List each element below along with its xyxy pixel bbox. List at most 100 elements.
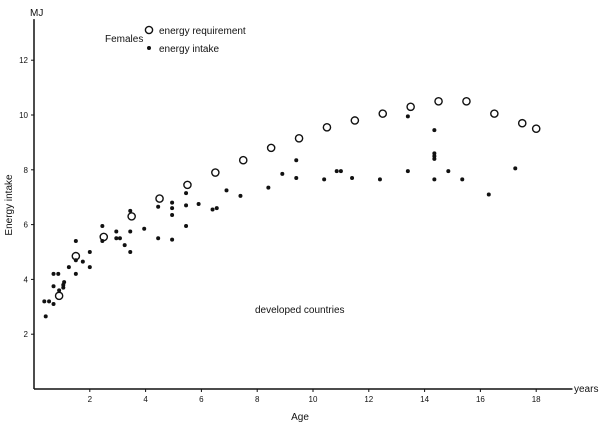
intake-point <box>80 259 85 264</box>
legend-marker-requirement <box>144 25 154 35</box>
intake-point <box>184 203 189 208</box>
requirement-point <box>266 143 276 153</box>
requirement-point <box>54 291 64 301</box>
y-tick-label: 6 <box>24 221 29 230</box>
intake-point <box>170 200 175 205</box>
x-tick-label: 10 <box>309 395 318 404</box>
intake-point <box>432 156 437 161</box>
intake-point <box>184 191 189 196</box>
intake-point <box>405 169 410 174</box>
requirement-point <box>406 102 415 112</box>
requirement-point <box>183 180 192 190</box>
requirement-point <box>127 212 136 221</box>
intake-point <box>210 207 215 212</box>
intake-point <box>43 314 48 319</box>
intake-point <box>334 169 339 174</box>
intake-point <box>128 250 133 254</box>
intake-point <box>432 151 437 156</box>
legend-title: Females <box>105 34 143 45</box>
intake-point <box>73 271 78 276</box>
intake-point <box>51 271 56 276</box>
intake-point <box>128 208 133 213</box>
intake-point <box>142 226 147 231</box>
requirement-point <box>517 118 527 128</box>
x-tick-label: 14 <box>420 395 429 404</box>
intake-point <box>280 171 285 176</box>
x-tick-label: 8 <box>255 395 260 404</box>
intake-point <box>196 202 201 207</box>
requirement-point <box>211 168 220 177</box>
intake-point <box>61 285 66 290</box>
intake-point <box>446 169 451 174</box>
requirement-point <box>155 194 164 203</box>
intake-point <box>87 250 92 254</box>
intake-point <box>460 177 465 182</box>
requirement-point <box>490 109 499 118</box>
y-tick-label: 4 <box>24 275 29 284</box>
intake-point <box>73 239 78 244</box>
intake-point <box>42 299 47 304</box>
x-tick-label: 12 <box>364 395 373 404</box>
y-tick-label: 10 <box>19 111 28 120</box>
requirement-point <box>322 123 332 132</box>
intake-point <box>62 280 67 285</box>
requirement-point <box>294 133 304 143</box>
intake-point <box>51 302 56 307</box>
intake-point <box>405 114 410 119</box>
intake-point <box>432 154 437 159</box>
intake-point <box>338 169 343 174</box>
x-tick-label: 18 <box>532 395 541 404</box>
intake-point <box>350 176 355 181</box>
x-tick-label: 6 <box>199 395 204 404</box>
intake-point <box>87 265 92 270</box>
requirement-point <box>238 155 248 165</box>
intake-point <box>117 236 122 241</box>
intake-point <box>128 229 133 234</box>
intake-point <box>100 239 105 244</box>
intake-point <box>322 177 327 182</box>
intake-point <box>224 188 229 193</box>
intake-point <box>294 176 299 181</box>
intake-point <box>66 265 71 270</box>
intake-point <box>100 223 105 228</box>
intake-point <box>114 236 119 241</box>
intake-point <box>294 158 299 163</box>
intake-point <box>214 206 219 211</box>
x-tick-label: 4 <box>143 395 148 404</box>
requirement-point <box>462 97 471 106</box>
requirement-point <box>378 109 388 118</box>
intake-point <box>156 204 161 209</box>
intake-point <box>156 236 161 241</box>
intake-point <box>51 284 56 289</box>
intake-point <box>184 223 189 228</box>
x-tick-label: 16 <box>476 395 485 404</box>
intake-point <box>238 193 243 198</box>
x-tick-label: 2 <box>88 395 93 404</box>
requirement-point <box>434 97 443 106</box>
x-unit-label: years <box>574 384 598 395</box>
intake-point <box>486 192 491 197</box>
y-unit-label: MJ <box>30 8 43 19</box>
annotation: developed countries <box>255 305 345 316</box>
intake-point <box>432 128 437 133</box>
legend-marker-intake <box>147 46 151 50</box>
intake-point <box>170 206 175 211</box>
legend-label-requirement: energy requirement <box>159 26 246 37</box>
intake-point <box>57 288 62 293</box>
intake-point <box>432 177 437 182</box>
requirement-point <box>350 116 360 125</box>
intake-point <box>513 166 518 171</box>
requirement-point <box>531 124 541 133</box>
intake-point <box>73 258 78 263</box>
intake-point <box>266 185 271 190</box>
intake-point <box>170 237 175 242</box>
y-tick-label: 2 <box>24 330 29 339</box>
y-tick-label: 12 <box>19 56 28 65</box>
y-tick-label: 8 <box>24 166 29 175</box>
y-axis-label: Energy intake <box>4 174 15 236</box>
intake-point <box>47 299 52 304</box>
intake-point <box>114 229 119 234</box>
intake-point <box>122 243 127 248</box>
